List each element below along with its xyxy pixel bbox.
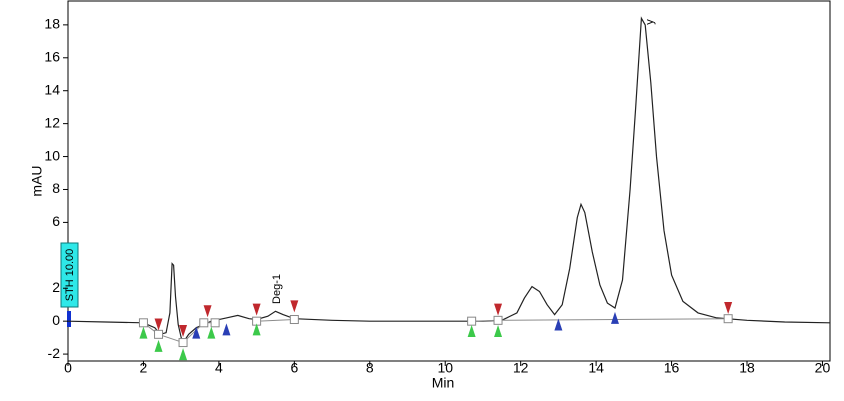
sth-box xyxy=(60,242,79,308)
y-tick-label: 16 xyxy=(44,48,60,64)
marker-triangle xyxy=(207,326,216,339)
y-tick-label: 8 xyxy=(52,180,60,196)
y-tick-label: -2 xyxy=(48,345,61,361)
marker-square xyxy=(289,315,299,325)
trace xyxy=(143,318,729,344)
plot-frame xyxy=(67,0,831,362)
x-tick-label: 18 xyxy=(739,360,755,376)
marker-triangle xyxy=(154,339,163,352)
x-axis-label: Min xyxy=(432,375,455,391)
start-bar xyxy=(67,311,71,327)
x-tick-label: 10 xyxy=(437,360,453,376)
marker-triangle xyxy=(467,325,476,338)
sth-label: STH 10.00 xyxy=(64,249,76,302)
y-axis-label: mAU xyxy=(29,165,45,196)
y-tick-label: 18 xyxy=(44,16,60,32)
marker-triangle xyxy=(179,348,188,361)
x-tick-label: 14 xyxy=(588,360,604,376)
y-tick-label: 0 xyxy=(52,312,60,328)
marker-triangle xyxy=(252,323,261,336)
y-tick-label: 6 xyxy=(52,213,60,229)
marker-square xyxy=(199,318,209,328)
marker-square xyxy=(154,329,164,339)
marker-triangle xyxy=(252,303,261,316)
marker-triangle xyxy=(494,303,503,316)
x-tick-label: 0 xyxy=(64,360,72,376)
marker-square xyxy=(467,316,477,326)
x-tick-label: 6 xyxy=(290,360,298,376)
marker-square xyxy=(723,314,733,324)
marker-triangle xyxy=(192,326,201,339)
marker-square xyxy=(493,315,503,325)
marker-triangle xyxy=(290,300,299,313)
marker-triangle xyxy=(203,305,212,318)
x-tick-label: 20 xyxy=(815,360,831,376)
marker-square xyxy=(178,338,188,348)
y-tick-label: 12 xyxy=(44,114,60,130)
x-tick-label: 4 xyxy=(215,360,223,376)
x-tick-label: 12 xyxy=(513,360,529,376)
marker-square xyxy=(210,318,220,328)
marker-triangle xyxy=(139,326,148,339)
marker-triangle xyxy=(154,318,163,331)
y-tick-label: 10 xyxy=(44,147,60,163)
trace xyxy=(67,16,831,344)
marker-triangle xyxy=(724,301,733,314)
x-tick-label: 8 xyxy=(366,360,374,376)
x-tick-label: 2 xyxy=(140,360,148,376)
marker-triangle xyxy=(494,325,503,338)
marker-square xyxy=(138,318,148,328)
x-tick-label: 16 xyxy=(664,360,680,376)
y-tick-label: 2 xyxy=(52,279,60,295)
marker-triangle xyxy=(179,325,188,338)
marker-triangle xyxy=(222,323,231,336)
peak-label: Deg-1 xyxy=(271,274,283,304)
marker-triangle xyxy=(554,318,563,331)
marker-triangle xyxy=(610,311,619,324)
y-tick-label: 14 xyxy=(44,81,60,97)
peak-label: y xyxy=(644,19,656,25)
